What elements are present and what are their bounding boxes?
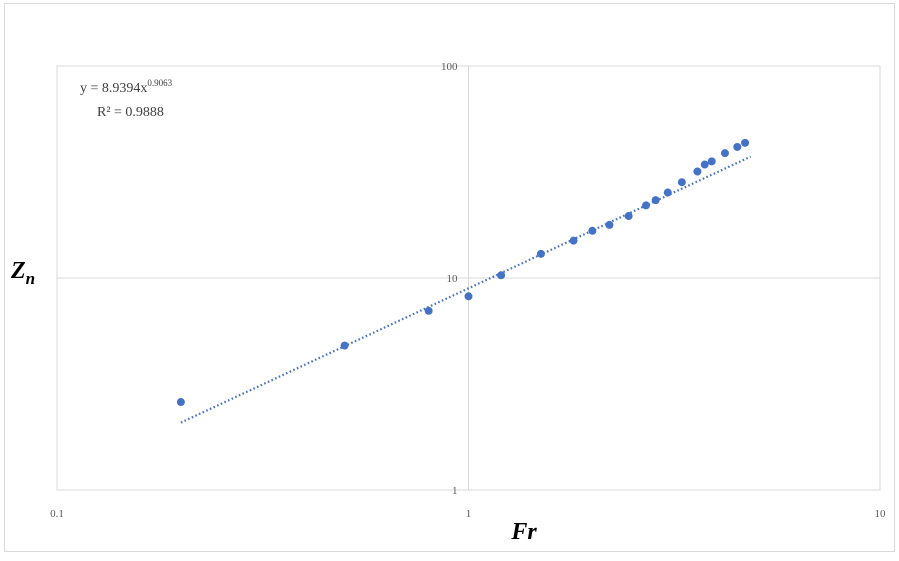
data-point [176,398,185,407]
x-tick-label: 0.1 [50,508,64,520]
data-point [677,178,686,187]
gridlines [56,65,881,491]
data-point [733,142,742,151]
data-point [651,196,660,205]
y-axis-title-subscript: n [26,269,35,288]
trendline-r-squared: R² = 0.9888 [97,105,164,120]
data-point [642,201,651,210]
data-point [588,226,597,235]
data-point [569,236,578,245]
data-point [340,341,349,350]
y-tick-label: 100 [441,61,458,73]
y-tick-label: 1 [452,485,458,497]
y-axis-title-main: Z [10,258,26,284]
trendline-equation-base: y = 8.9394x [80,81,147,96]
x-tick-labels: 0.1 1 10 [50,508,886,520]
y-axis-title: Zn [10,258,35,288]
data-point [663,188,672,197]
data-point [693,167,702,176]
data-point [624,212,633,221]
y-tick-label: 10 [447,273,459,285]
data-point [700,160,709,169]
trendline-equation: y = 8.9394x0.9063 [80,78,173,96]
data-point [536,249,545,258]
data-point [741,138,750,147]
data-point [605,220,614,229]
data-point [720,149,729,158]
y-tick-labels: 1 10 100 [441,61,458,497]
data-point [497,271,506,280]
data-point [707,157,716,166]
data-points [176,138,750,407]
x-tick-label: 10 [875,508,887,520]
trendline-equation-exponent: 0.9063 [147,78,172,88]
x-tick-label: 1 [466,508,472,520]
data-point [464,292,473,301]
x-axis-title: Fr [510,519,537,545]
data-point [424,306,433,315]
